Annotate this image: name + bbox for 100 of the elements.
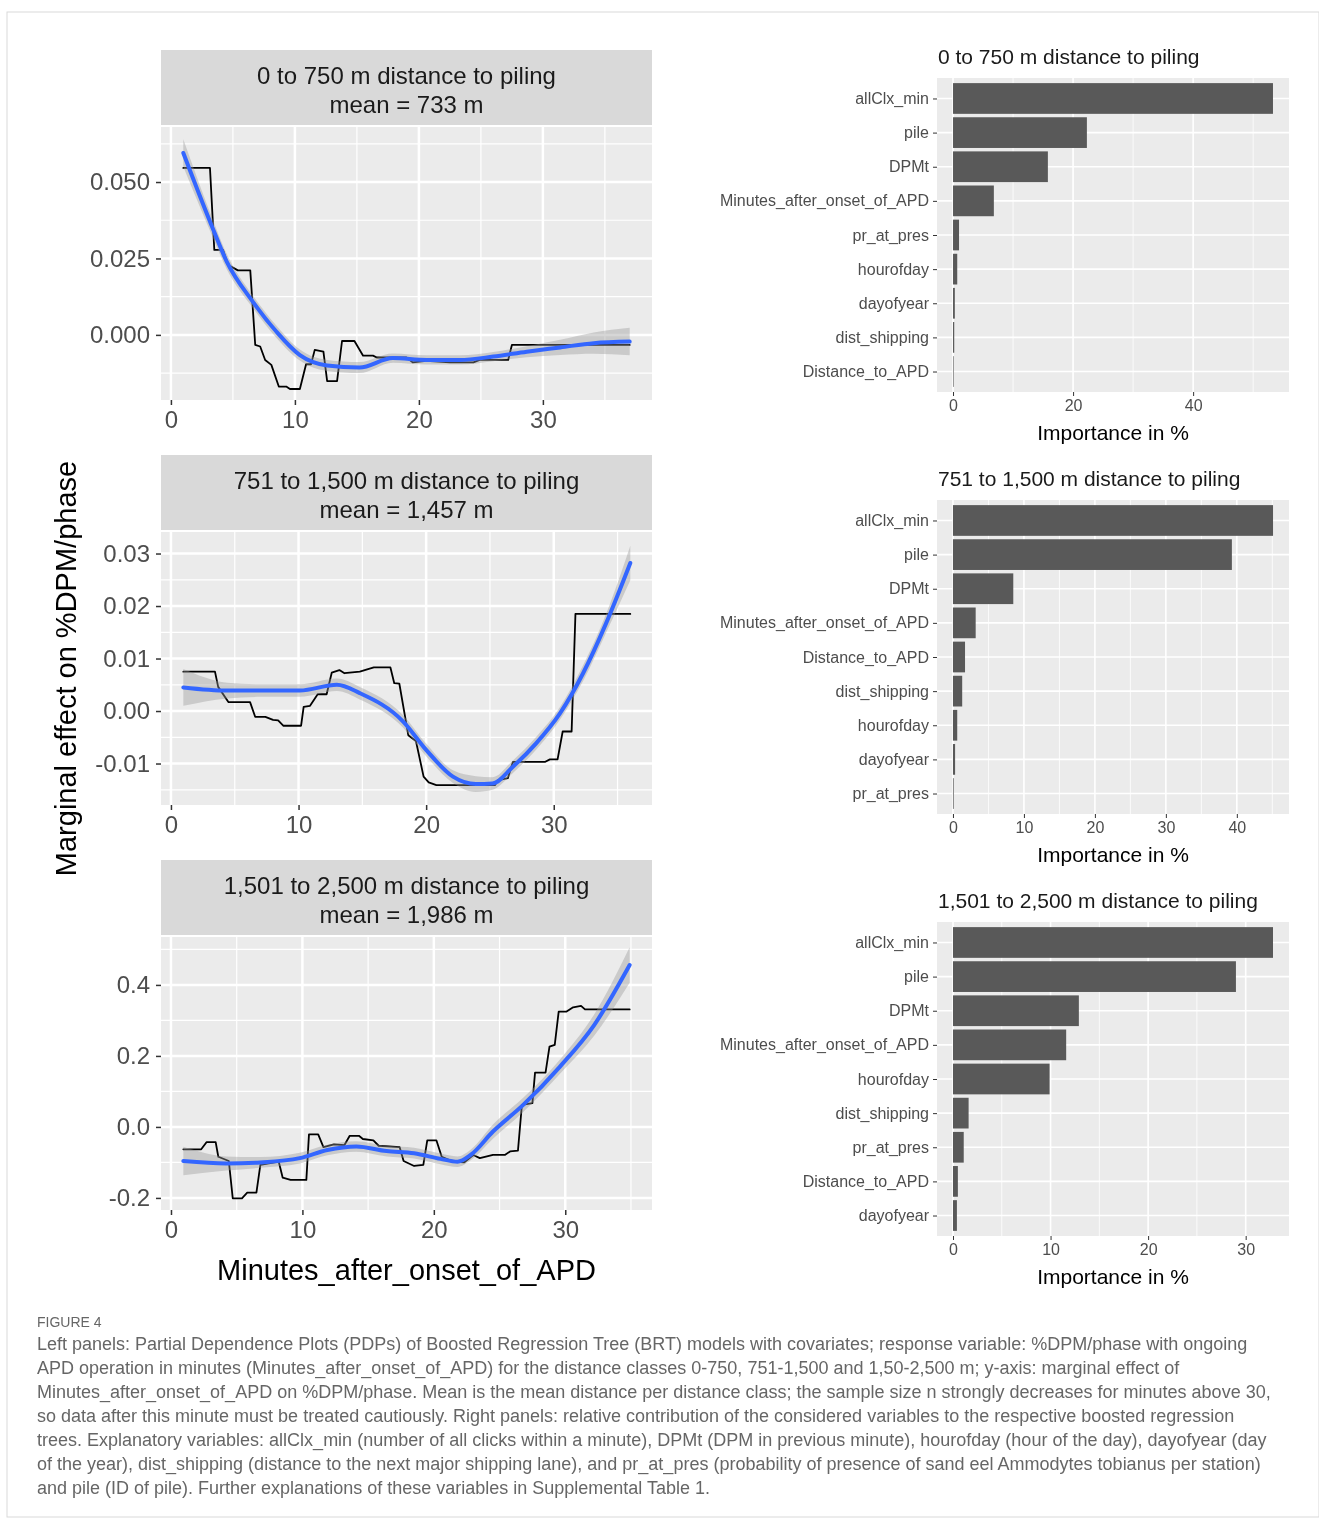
x-tick-label: 20 (1086, 819, 1105, 837)
bar (953, 1200, 957, 1231)
bar (952, 573, 1014, 605)
bar (952, 744, 956, 775)
y-tick-label: pile (904, 124, 930, 142)
y-tick-label: dayofyear (858, 294, 930, 312)
x-tick-label: 30 (1237, 1241, 1256, 1259)
y-tick-label: allClx_min (855, 90, 929, 109)
x-axis-title: Importance in % (1037, 1265, 1189, 1288)
chart-subtitle: mean = 1,986 m (319, 901, 494, 928)
x-tick-label: 20 (413, 811, 440, 839)
y-tick-label: 0.4 (116, 971, 150, 999)
y-tick-label: 0.00 (103, 697, 150, 725)
chart-title: 0 to 750 m distance to piling (938, 45, 1200, 68)
y-tick-label: Minutes_after_onset_of_APD (719, 192, 929, 211)
y-axis-title: Marginal effect on %DPM/phase (50, 460, 82, 877)
caption: FIGURE 4 (37, 1314, 102, 1330)
x-tick-label: 30 (552, 1216, 580, 1244)
y-tick-label: hourofday (857, 1070, 929, 1088)
x-tick-label: 10 (285, 811, 313, 839)
x-tick-label: 30 (540, 811, 568, 839)
y-tick-label: 0.0 (116, 1113, 150, 1141)
chart-title: 0 to 750 m distance to piling (257, 62, 556, 89)
line-series (182, 613, 632, 786)
bar (952, 539, 1232, 570)
x-tick-label: 0 (949, 1241, 959, 1259)
x-tick-label: 20 (1064, 397, 1083, 415)
y-tick-label: allClx_min (855, 934, 929, 953)
y-tick-label: 0.01 (103, 644, 150, 672)
y-tick-label: pr_at_pres (852, 226, 929, 245)
y-tick-label: 0.2 (116, 1042, 150, 1070)
y-tick-label: Minutes_after_onset_of_APD (719, 614, 929, 633)
bar (952, 709, 958, 741)
y-tick-label: -0.2 (108, 1184, 150, 1212)
y-tick-label: 0.02 (103, 592, 150, 620)
y-tick-label: DPMt (889, 580, 930, 598)
y-tick-label: dist_shipping (835, 682, 929, 701)
y-tick-label: hourofday (857, 716, 929, 734)
bar (953, 117, 1087, 148)
x-tick-label: 0 (164, 811, 179, 839)
y-tick-label: 0.025 (89, 244, 150, 272)
y-tick-label: dist_shipping (835, 329, 929, 348)
y-tick-label: 0.000 (89, 321, 150, 349)
y-tick-label: Distance_to_APD (802, 648, 929, 667)
y-tick-label: pile (904, 968, 930, 986)
y-tick-label: Distance_to_APD (802, 1173, 929, 1192)
chart-title: 751 to 1,500 m distance to piling (233, 467, 580, 494)
x-tick-label: 0 (949, 819, 959, 837)
bar (953, 1166, 958, 1197)
x-tick-label: 0 (949, 397, 959, 415)
text: Left panels: Partial Dependence Plots (PDPs) of Boosted Regression Tree (BRT) models with covariates; response variable: %DPM/phase with ongoing APD operation in minutes (Minutes_after_onset_of_APD) for the distance classes 0-750, 751-1,500 and 1,50-2,500 m; y-axis: marginal effect of Minutes_after_onset_of_APD on %DPM/phase. Mean is the mean distance per distance class; the sample size n strongly decreases for minutes above 30, so data after this minute must be treated cautiously. Right panels: relative contribution of the considered variables to the respective boosted regression trees. Explanatory variables: allClx_min (number of all clicks within a minute), DPMt (DPM in previous minute), hourofday (hour of the day), dayofyear (day of the year), dist_shipping (distance to the next major shipping lane), and pr_at_pres (probability of presence of sand eel Ammodytes tobianus per station) and pile (ID of pile). Further explanations of these variables in Supplemental Table 1. (37, 1334, 1271, 1498)
bar (953, 1131, 964, 1163)
chart-subtitle: mean = 1,457 m (319, 496, 494, 523)
y-tick-label: 0.03 (103, 539, 150, 567)
x-tick-label: 30 (1157, 819, 1176, 837)
bar (953, 1063, 1050, 1095)
bar (953, 253, 958, 285)
y-tick-label: pile (904, 546, 930, 564)
y-tick-label: hourofday (857, 260, 929, 278)
bar (953, 151, 1048, 183)
x-tick-label: 10 (282, 406, 309, 434)
chart-title: 1,501 to 2,500 m distance to piling (223, 872, 590, 899)
x-tick-label: 40 (1228, 819, 1247, 837)
x-tick-label: 10 (289, 1216, 317, 1244)
y-tick-label: Distance_to_APD (802, 363, 929, 382)
x-tick-label: 10 (1015, 819, 1034, 837)
x-axis-title: Importance in % (1037, 843, 1189, 866)
chart-subtitle: mean = 733 m (329, 91, 484, 118)
x-tick-label: 40 (1184, 397, 1203, 415)
x-axis-title: Importance in % (1037, 421, 1189, 444)
y-tick-label: 0.050 (89, 168, 150, 196)
bar (953, 961, 1236, 992)
line-series (182, 1004, 631, 1200)
y-tick-label: pr_at_pres (852, 785, 929, 804)
bar (953, 1029, 1067, 1061)
x-tick-label: 0 (164, 1216, 179, 1244)
x-tick-label: 20 (420, 1216, 448, 1244)
x-tick-label: 20 (406, 406, 433, 434)
bar (953, 185, 994, 217)
bar (953, 219, 960, 251)
bar (952, 641, 966, 673)
x-tick-label: 30 (530, 406, 557, 434)
bar (953, 1097, 969, 1129)
y-tick-label: dayofyear (858, 1207, 930, 1225)
bar (953, 83, 1273, 114)
bar (953, 927, 1273, 958)
bar (952, 675, 963, 707)
bar (953, 995, 1079, 1027)
y-tick-label: dayofyear (858, 751, 930, 769)
x-tick-label: 20 (1139, 1241, 1158, 1259)
bar (952, 505, 1274, 536)
x-tick-label: 0 (164, 406, 179, 434)
chart-title: 1,501 to 2,500 m distance to piling (938, 889, 1258, 912)
y-tick-label: Minutes_after_onset_of_APD (719, 1036, 929, 1055)
y-tick-label: dist_shipping (835, 1104, 929, 1123)
y-tick-label: DPMt (889, 1002, 930, 1020)
x-tick-label: 10 (1042, 1241, 1061, 1259)
chart-title: 751 to 1,500 m distance to piling (938, 467, 1241, 490)
y-tick-label: pr_at_pres (852, 1138, 929, 1157)
bar (952, 607, 976, 639)
